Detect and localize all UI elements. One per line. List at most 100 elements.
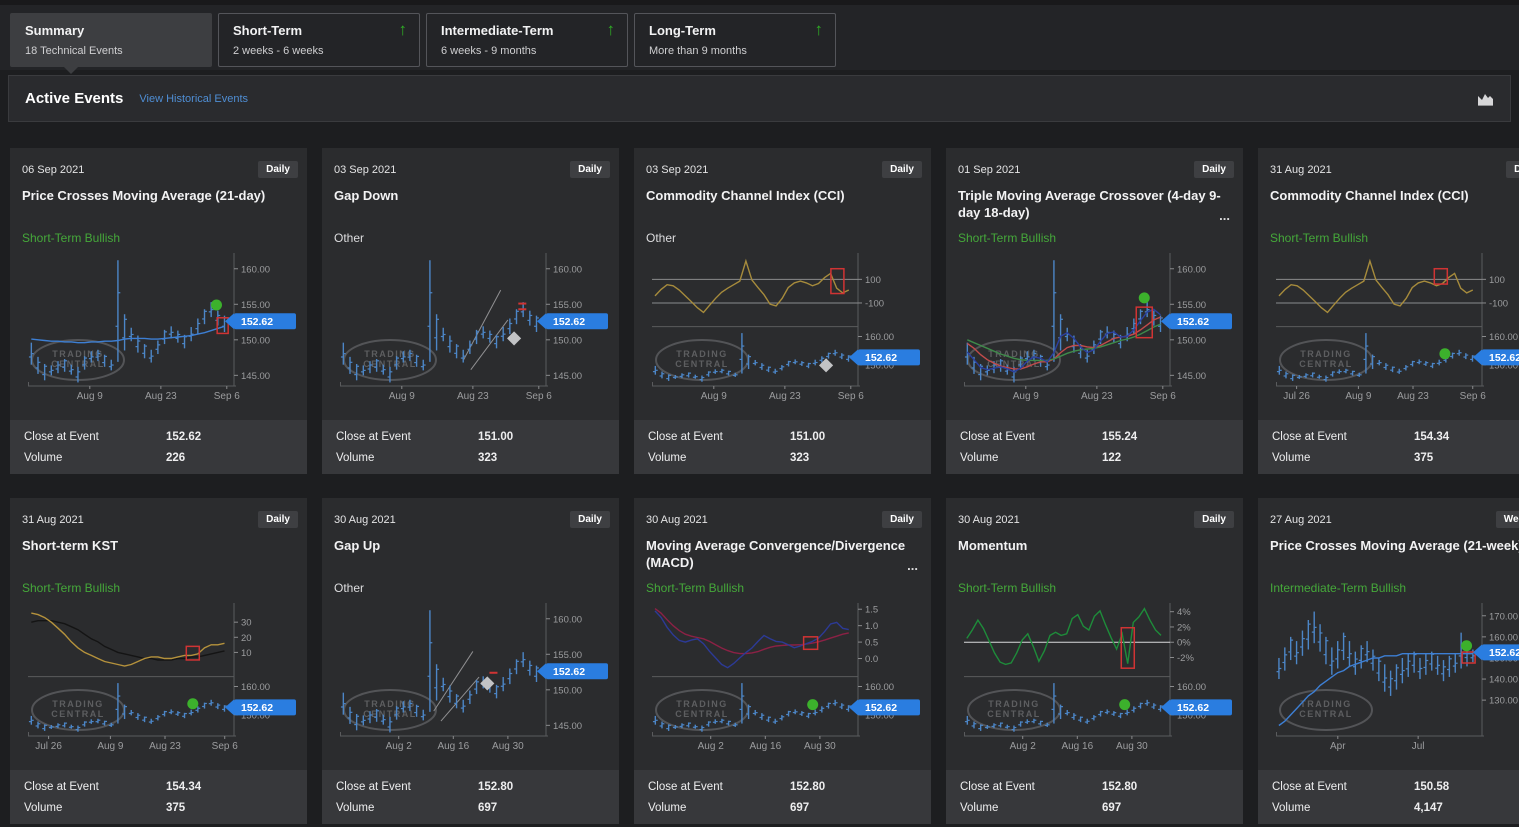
tab-intermediate-term[interactable]: Intermediate-Term ↑ 6 weeks - 9 months — [426, 13, 628, 67]
svg-text:TRADING: TRADING — [988, 349, 1040, 359]
event-date: 30 Aug 2021 — [958, 513, 1020, 526]
svg-text:160.00: 160.00 — [865, 682, 894, 693]
periodicity-badge: Weekly — [1495, 511, 1519, 528]
svg-text:Aug 9: Aug 9 — [1013, 391, 1040, 402]
svg-text:Sep 6: Sep 6 — [1150, 391, 1177, 402]
svg-text:TRADING: TRADING — [1300, 699, 1352, 709]
active-events-header: Active Events View Historical Events — [8, 75, 1511, 122]
svg-text:152.62: 152.62 — [865, 352, 897, 364]
event-card[interactable]: 03 Sep 2021 Daily Gap Down Other TRADING… — [322, 148, 619, 474]
svg-text:155.00: 155.00 — [1177, 300, 1206, 311]
event-title: Commodity Channel Index (CCI) — [646, 188, 845, 203]
svg-text:150.00: 150.00 — [241, 335, 270, 346]
svg-text:Sep 6: Sep 6 — [214, 391, 241, 402]
svg-text:Aug 30: Aug 30 — [804, 741, 836, 752]
event-card[interactable]: 30 Aug 2021 Daily Momentum Short-Term Bu… — [946, 498, 1243, 824]
area-chart-icon[interactable] — [1477, 92, 1494, 106]
svg-text:20: 20 — [241, 633, 252, 644]
event-card-footer: Close at Event 155.24 Volume 122 — [946, 420, 1243, 474]
svg-text:TRADING: TRADING — [676, 699, 728, 709]
summary-tab-bar: Summary 18 Technical Events Short-Term ↑… — [0, 0, 1519, 74]
svg-text:CENTRAL: CENTRAL — [1299, 359, 1353, 369]
volume-value: 4,147 — [1414, 802, 1443, 814]
event-card[interactable]: 30 Aug 2021 Daily Gap Up Other TRADING CE… — [322, 498, 619, 824]
periodicity-badge: Daily — [882, 161, 922, 178]
bullish-up-arrow-icon: ↑ — [398, 20, 408, 39]
event-card[interactable]: 03 Sep 2021 Daily Commodity Channel Inde… — [634, 148, 931, 474]
svg-text:Aug 16: Aug 16 — [749, 741, 781, 752]
svg-text:CENTRAL: CENTRAL — [51, 359, 105, 369]
svg-text:160.00: 160.00 — [1489, 632, 1518, 643]
svg-text:Aug 23: Aug 23 — [149, 741, 181, 752]
svg-text:152.62: 152.62 — [1177, 702, 1209, 714]
close-at-event-value: 150.58 — [1414, 781, 1450, 793]
svg-text:Jul 26: Jul 26 — [35, 741, 62, 752]
tab-subtitle: 2 weeks - 6 weeks — [233, 45, 324, 57]
volume-value: 323 — [478, 452, 498, 464]
svg-text:160.00: 160.00 — [1177, 264, 1206, 275]
event-date: 03 Sep 2021 — [334, 163, 397, 176]
svg-text:145.00: 145.00 — [1177, 371, 1206, 382]
event-title: Price Crosses Moving Average (21-day) — [22, 188, 266, 203]
close-at-event-label: Close at Event — [960, 781, 1035, 793]
volume-label: Volume — [336, 452, 375, 464]
svg-text:145.00: 145.00 — [553, 371, 582, 382]
svg-text:160.00: 160.00 — [865, 332, 894, 343]
event-title: Triple Moving Average Crossover (4-day 9… — [958, 188, 1221, 220]
svg-text:Sep 6: Sep 6 — [1460, 391, 1487, 402]
event-card[interactable]: 27 Aug 2021 Weekly Price Crosses Moving … — [1258, 498, 1519, 824]
svg-text:-100: -100 — [865, 298, 884, 309]
event-term-label: Short-Term Bullish — [22, 581, 121, 595]
svg-text:Sep 6: Sep 6 — [212, 741, 239, 752]
event-card[interactable]: 31 Aug 2021 Daily Short-term KST Short-T… — [10, 498, 307, 824]
svg-text:Jul: Jul — [1412, 741, 1425, 752]
tab-title: Summary — [25, 23, 85, 38]
volume-label: Volume — [648, 802, 687, 814]
close-at-event-label: Close at Event — [648, 781, 723, 793]
event-card[interactable]: 31 Aug 2021 Daily Commodity Channel Inde… — [1258, 148, 1519, 474]
svg-text:1.5: 1.5 — [865, 605, 878, 616]
svg-text:152.62: 152.62 — [553, 666, 585, 678]
periodicity-badge: Daily — [570, 161, 610, 178]
event-card[interactable]: 30 Aug 2021 Daily Moving Average Converg… — [634, 498, 931, 824]
tab-short-term[interactable]: Short-Term ↑ 2 weeks - 6 weeks — [218, 13, 420, 67]
event-term-label: Short-Term Bullish — [646, 581, 745, 595]
svg-text:152.62: 152.62 — [241, 316, 273, 328]
event-card[interactable]: 06 Sep 2021 Daily Price Crosses Moving A… — [10, 148, 307, 474]
volume-value: 323 — [790, 452, 810, 464]
svg-text:150.00: 150.00 — [865, 710, 894, 721]
event-term-label: Short-Term Bullish — [958, 581, 1057, 595]
svg-text:30: 30 — [241, 618, 252, 629]
svg-text:152.62: 152.62 — [241, 702, 273, 714]
svg-text:1.0: 1.0 — [865, 621, 878, 632]
view-historical-events-link[interactable]: View Historical Events — [139, 92, 249, 105]
svg-text:TRADING: TRADING — [676, 349, 728, 359]
event-card-footer: Close at Event 154.34 Volume 375 — [1258, 420, 1519, 474]
svg-text:CENTRAL: CENTRAL — [363, 709, 417, 719]
svg-text:0%: 0% — [1177, 638, 1191, 649]
event-title: Gap Down — [334, 188, 399, 203]
event-title: Moving Average Convergence/Divergence (M… — [646, 538, 906, 570]
periodicity-badge: Daily — [258, 161, 298, 178]
svg-text:130.00: 130.00 — [1489, 696, 1518, 707]
svg-text:155.00: 155.00 — [553, 650, 582, 661]
svg-text:10: 10 — [241, 648, 252, 659]
tab-long-term[interactable]: Long-Term ↑ More than 9 months — [634, 13, 836, 67]
tab-summary[interactable]: Summary 18 Technical Events — [10, 13, 212, 74]
tab-title: Intermediate-Term — [441, 23, 554, 38]
active-events-title: Active Events — [25, 90, 124, 107]
event-card-footer: Close at Event 151.00 Volume 323 — [322, 420, 619, 474]
event-card[interactable]: 01 Sep 2021 Daily Triple Moving Average … — [946, 148, 1243, 474]
svg-text:152.62: 152.62 — [1177, 316, 1209, 328]
svg-text:TRADING: TRADING — [364, 699, 416, 709]
svg-text:CENTRAL: CENTRAL — [675, 359, 729, 369]
volume-label: Volume — [1272, 802, 1311, 814]
svg-text:TRADING: TRADING — [52, 699, 104, 709]
svg-text:Aug 23: Aug 23 — [457, 391, 489, 402]
periodicity-badge: Daily — [1194, 161, 1234, 178]
svg-text:Aug 16: Aug 16 — [1061, 741, 1093, 752]
